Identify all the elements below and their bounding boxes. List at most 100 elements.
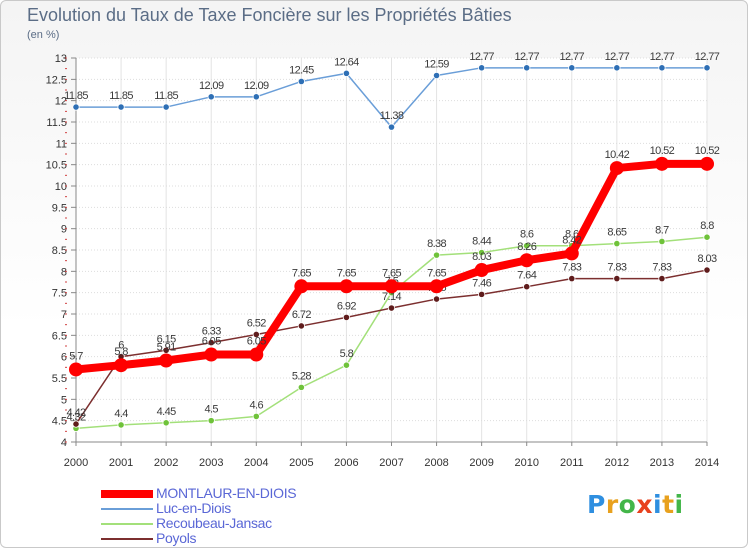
data-point-poyols bbox=[207, 338, 215, 347]
data-label-luc-en-diois: 12.77 bbox=[605, 51, 630, 63]
data-label-poyols: 6.33 bbox=[202, 326, 221, 338]
x-tick-label: 2000 bbox=[64, 457, 88, 469]
legend-swatch-recoubeau-jansac bbox=[101, 523, 153, 525]
data-label-poyols: 7.46 bbox=[472, 277, 491, 289]
data-label-poyols: 7.14 bbox=[382, 291, 401, 303]
logo-letter: r bbox=[605, 490, 619, 519]
data-point-recoubeau-jansac bbox=[613, 240, 621, 248]
y-tick-label: 11 bbox=[56, 138, 67, 150]
data-label-poyols: 7.83 bbox=[652, 262, 671, 274]
data-label-montlaur-en-diois: 7.65 bbox=[337, 267, 356, 279]
data-label-montlaur-en-diois: 8.42 bbox=[562, 234, 581, 246]
x-tick-label: 2003 bbox=[199, 457, 223, 469]
data-label-luc-en-diois: 12.45 bbox=[289, 64, 314, 76]
chart-legend: MONTLAUR-EN-DIOIS Luc-en-Diois Recoubeau… bbox=[101, 485, 401, 547]
y-tick-label: 7 bbox=[61, 309, 67, 321]
data-label-luc-en-diois: 12.77 bbox=[650, 51, 675, 63]
data-point-poyols bbox=[432, 295, 441, 303]
data-point-luc-en-diois bbox=[207, 93, 215, 101]
data-point-luc-en-diois bbox=[162, 103, 170, 111]
data-label-recoubeau-jansac: 8.8 bbox=[700, 220, 714, 232]
legend-item-montlaur: MONTLAUR-EN-DIOIS bbox=[101, 485, 401, 502]
data-point-luc-en-diois bbox=[117, 103, 125, 111]
legend-item-recoubeau-jansac: Recoubeau-Jansac bbox=[101, 515, 401, 532]
y-tick-label: 5 bbox=[61, 394, 67, 406]
data-label-recoubeau-jansac: 5.8 bbox=[340, 348, 354, 360]
data-point-montlaur-en-diois bbox=[69, 362, 83, 377]
legend-item-poyols: Poyols bbox=[101, 530, 401, 547]
data-point-luc-en-diois bbox=[342, 69, 351, 77]
y-tick-label: 11.5 bbox=[46, 117, 67, 129]
legend-label-luc-en-diois: Luc-en-Diois bbox=[156, 500, 231, 516]
data-label-luc-en-diois: 12.09 bbox=[199, 80, 224, 92]
data-point-montlaur-en-diois bbox=[654, 156, 669, 171]
data-label-montlaur-en-diois: 7.65 bbox=[382, 267, 401, 279]
data-point-poyols bbox=[568, 274, 576, 283]
y-tick-label: 12.5 bbox=[46, 74, 67, 86]
y-tick-label: 12 bbox=[55, 96, 67, 108]
data-point-recoubeau-jansac bbox=[162, 419, 170, 427]
data-label-recoubeau-jansac: 4.45 bbox=[157, 406, 176, 418]
data-label-montlaur-en-diois: 8.03 bbox=[472, 251, 491, 263]
data-label-poyols: 8.03 bbox=[697, 253, 716, 265]
data-point-luc-en-diois bbox=[297, 77, 305, 86]
x-tick-label: 2005 bbox=[289, 457, 313, 469]
data-point-montlaur-en-diois bbox=[519, 253, 534, 268]
data-label-poyols: 7.83 bbox=[607, 262, 626, 274]
data-label-montlaur-en-diois: 5.91 bbox=[157, 342, 176, 354]
data-label-recoubeau-jansac: 4.5 bbox=[204, 404, 218, 416]
x-tick-label: 2002 bbox=[154, 457, 178, 469]
data-point-recoubeau-jansac bbox=[252, 412, 260, 420]
data-label-poyols: 7.83 bbox=[562, 262, 581, 274]
data-label-montlaur-en-diois: 5.8 bbox=[114, 346, 128, 358]
data-point-montlaur-en-diois bbox=[429, 279, 444, 294]
data-label-poyols: 6.92 bbox=[337, 300, 356, 312]
legend-label-montlaur: MONTLAUR-EN-DIOIS bbox=[156, 485, 297, 501]
x-tick-label: 2011 bbox=[560, 457, 584, 469]
data-label-recoubeau-jansac: 4.4 bbox=[114, 408, 128, 420]
y-tick-label: 8 bbox=[61, 266, 67, 278]
data-label-luc-en-diois: 11.85 bbox=[109, 90, 133, 102]
data-label-luc-en-diois: 12.64 bbox=[334, 56, 359, 68]
data-label-recoubeau-jansac: 4.32 bbox=[66, 411, 85, 423]
data-point-poyols bbox=[297, 322, 305, 330]
data-point-luc-en-diois bbox=[703, 64, 711, 72]
y-tick-label: 7.5 bbox=[52, 288, 67, 300]
data-label-montlaur-en-diois: 10.42 bbox=[605, 149, 630, 161]
legend-label-poyols: Poyols bbox=[156, 530, 197, 546]
y-tick-label: 8.5 bbox=[52, 245, 67, 257]
data-point-montlaur-en-diois bbox=[294, 279, 309, 294]
data-point-poyols bbox=[703, 266, 711, 274]
data-point-recoubeau-jansac bbox=[297, 383, 305, 391]
logo-letter: i bbox=[653, 490, 663, 519]
data-point-recoubeau-jansac bbox=[658, 237, 666, 246]
data-label-poyols: 6 bbox=[118, 340, 124, 352]
data-point-poyols bbox=[523, 283, 531, 291]
data-point-luc-en-diois bbox=[568, 64, 576, 72]
data-point-montlaur-en-diois bbox=[249, 347, 264, 362]
data-point-recoubeau-jansac bbox=[703, 233, 711, 241]
data-label-luc-en-diois: 12.77 bbox=[469, 51, 494, 63]
y-tick-label: 9 bbox=[61, 224, 67, 236]
legend-item-luc-en-diois: Luc-en-Diois bbox=[101, 500, 401, 517]
data-label-poyols: 6.72 bbox=[292, 309, 311, 321]
data-label-recoubeau-jansac: 8.38 bbox=[427, 238, 446, 250]
data-point-poyols bbox=[342, 313, 351, 322]
data-point-luc-en-diois bbox=[658, 64, 666, 72]
legend-label-recoubeau-jansac: Recoubeau-Jansac bbox=[156, 515, 272, 531]
data-label-poyols: 6.15 bbox=[157, 333, 176, 345]
data-point-poyols bbox=[613, 274, 621, 283]
data-label-recoubeau-jansac: 8.7 bbox=[655, 224, 669, 236]
logo-letter: P bbox=[587, 490, 606, 519]
data-label-poyols: 7.64 bbox=[517, 270, 536, 282]
y-tick-label: 6.5 bbox=[52, 330, 67, 342]
data-point-recoubeau-jansac bbox=[432, 251, 441, 259]
chart-title: Evolution du Taux de Taxe Foncière sur l… bbox=[27, 5, 512, 25]
y-tick-label: 10 bbox=[55, 181, 67, 193]
data-point-poyols bbox=[72, 420, 80, 428]
data-label-luc-en-diois: 12.77 bbox=[514, 51, 539, 63]
data-label-poyols: 4.42 bbox=[66, 407, 85, 419]
data-label-poyols: 6.52 bbox=[247, 317, 266, 329]
